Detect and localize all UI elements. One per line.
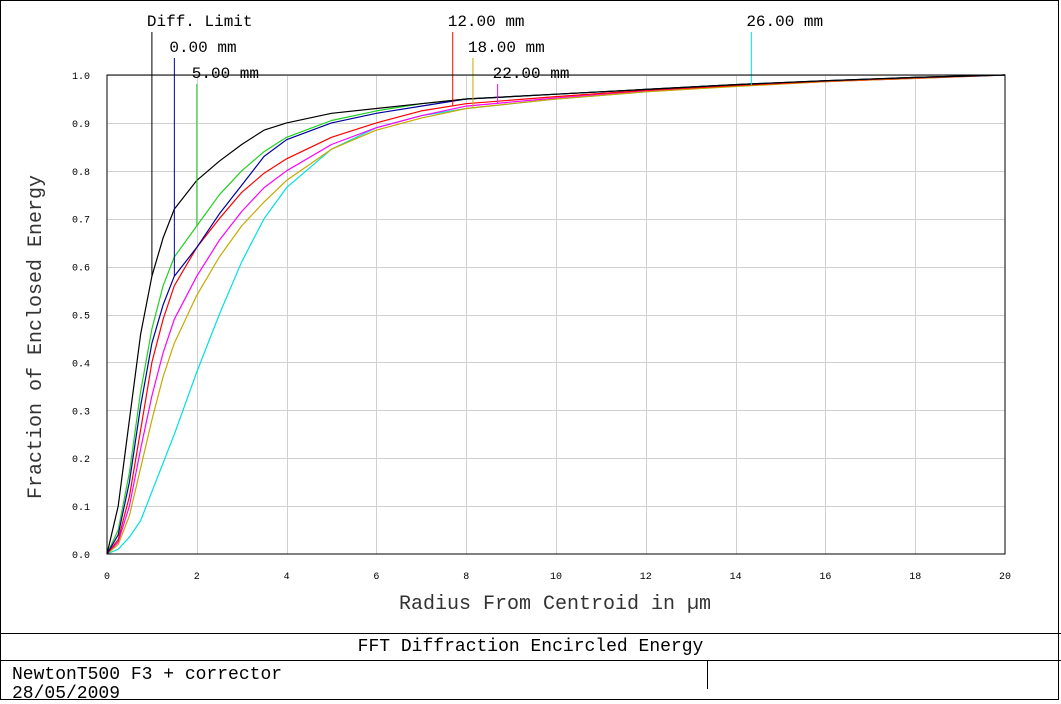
y-tick-label: 0.8 [72,168,90,179]
series-line [106,74,1006,555]
x-tick-label: 14 [730,572,742,583]
x-tick-label: 12 [640,572,652,583]
x-tick-label: 16 [819,572,831,583]
series-lines [106,74,1006,555]
x-tick-label: 20 [999,572,1011,583]
y-tick-label: 1.0 [72,72,90,83]
y-tick-label: 0.0 [72,551,90,562]
y-tick-label: 0.3 [72,407,90,418]
x-axis-label: Radius From Centroid in µm [399,593,711,616]
y-tick-label: 0.6 [72,264,90,275]
y-tick-label: 0.7 [72,216,90,227]
y-tick-label: 0.2 [72,455,90,466]
x-tick-label: 10 [550,572,562,583]
series-line [106,74,1006,555]
series-marker-label: 18.00 mm [468,39,545,57]
x-tick-label: 0 [104,572,110,583]
series-markers: Diff. Limit 0.00 mm 5.00 mm 12.00 mm 18.00 m… [147,13,823,277]
y-tick-label: 0.4 [72,359,90,370]
chart-title: FFT Diffraction Encircled Energy [357,637,704,657]
series-line [106,74,1006,555]
x-tick-label: 4 [284,572,290,583]
divider-line [707,660,708,689]
tick-labels: 0 2 4 6 8 10 12 14 16 18 20 0.0 0.1 0.2 0.3 0.4 0.5 0.6 0.… [72,72,1011,583]
x-tick-label: 8 [463,572,469,583]
y-axis-label: Fraction of Enclosed Energy [25,175,48,499]
x-tick-label: 18 [909,572,921,583]
x-tick-label: 6 [373,572,379,583]
grid [107,75,1005,554]
y-tick-label: 0.5 [72,312,90,323]
series-marker-label: 12.00 mm [448,13,525,31]
encircled-energy-chart: Diff. Limit 0.00 mm 5.00 mm 12.00 mm 18.00 m… [25,13,1011,616]
series-marker-label: 22.00 mm [493,65,570,83]
y-tick-label: 0.1 [72,503,90,514]
plot-area [106,74,1006,555]
series-marker-label: 26.00 mm [746,13,823,31]
divider-line [0,633,1061,634]
date-text: 28/05/2009 [12,684,121,704]
divider-line [0,660,1061,661]
lens-name: NewtonT500 F3 + corrector [12,665,283,685]
series-marker-label: Diff. Limit [147,13,253,31]
y-tick-label: 0.9 [72,120,90,131]
series-marker-label: 5.00 mm [192,65,259,83]
series-marker-label: 0.00 mm [169,39,236,57]
x-tick-label: 2 [194,572,200,583]
